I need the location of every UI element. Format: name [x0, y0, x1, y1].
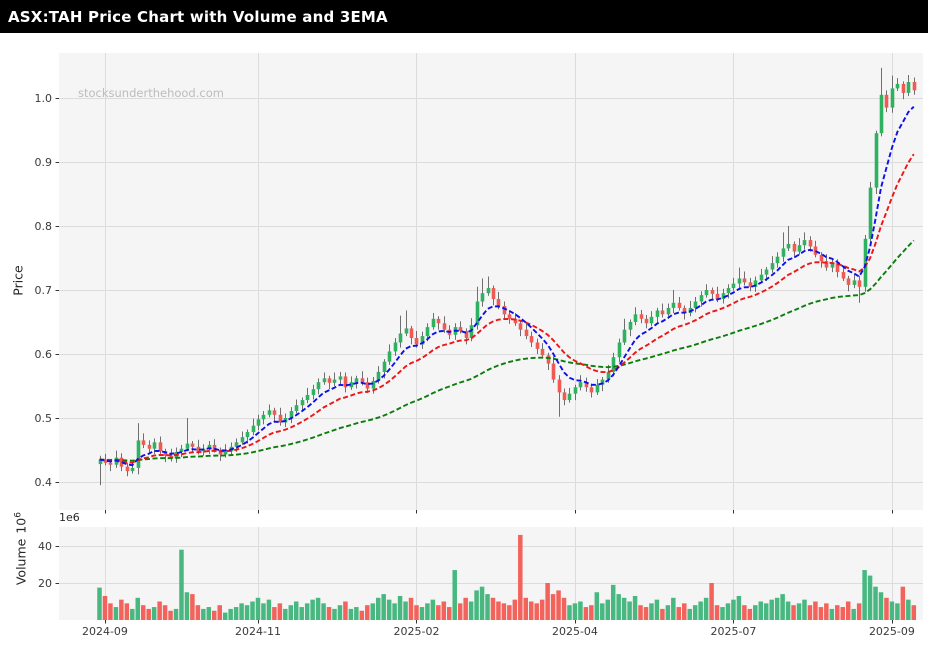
figure-area: stocksunderthehood.com Price Volume 106 …	[0, 33, 928, 647]
price-volume-chart-canvas	[0, 33, 928, 647]
price-tick-label: 0.8	[34, 220, 53, 233]
x-tick-label: 2025-04	[551, 625, 598, 638]
price-axis-label: Price	[10, 265, 26, 296]
x-tick-label: 2025-09	[868, 625, 915, 638]
x-tick-label: 2025-07	[710, 625, 757, 638]
price-tick-label: 1.0	[34, 92, 53, 105]
volume-offset-label: 1e6	[59, 511, 80, 524]
volume-tick-label: 20	[38, 577, 52, 590]
x-tick-label: 2024-09	[81, 625, 128, 638]
watermark: stocksunderthehood.com	[78, 86, 224, 100]
price-tick-label: 0.5	[34, 412, 53, 425]
price-tick-label: 0.4	[34, 476, 53, 489]
volume-tick-label: 40	[38, 540, 52, 553]
x-tick-label: 2024-11	[235, 625, 281, 638]
chart-title: ASX:TAH Price Chart with Volume and 3EMA	[8, 7, 388, 26]
price-tick-label: 0.6	[34, 348, 53, 361]
x-tick-label: 2025-02	[393, 625, 440, 638]
title-bar: ASX:TAH Price Chart with Volume and 3EMA	[0, 0, 928, 33]
price-tick-label: 0.9	[34, 156, 53, 169]
price-tick-label: 0.7	[34, 284, 53, 297]
